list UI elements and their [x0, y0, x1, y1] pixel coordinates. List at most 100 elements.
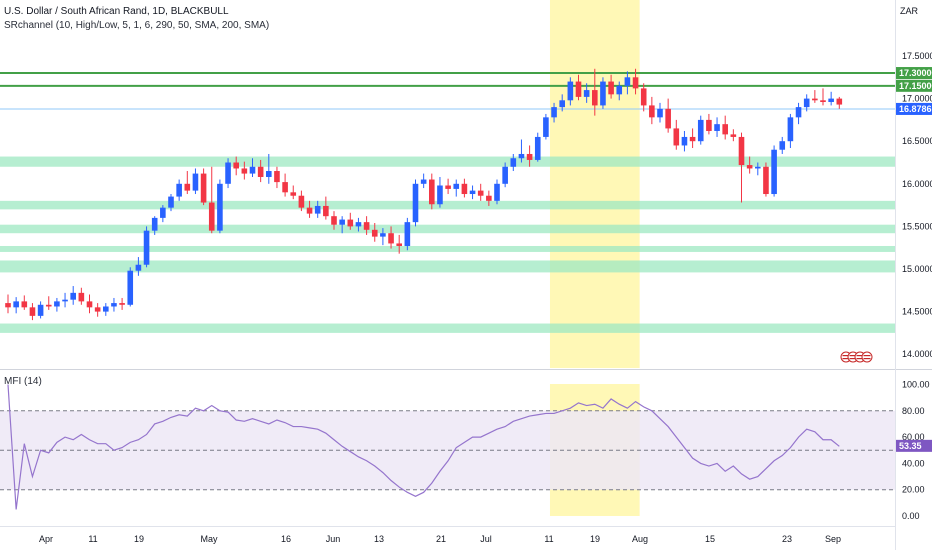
candle[interactable]: [592, 68, 598, 116]
candle[interactable]: [119, 297, 125, 310]
candle[interactable]: [249, 158, 256, 177]
candle[interactable]: [559, 94, 565, 112]
candle[interactable]: [13, 297, 19, 314]
candle[interactable]: [233, 156, 239, 176]
candle[interactable]: [755, 162, 761, 176]
candle[interactable]: [551, 102, 557, 123]
candle[interactable]: [706, 113, 712, 135]
candle[interactable]: [94, 303, 101, 317]
candle[interactable]: [420, 173, 427, 189]
candle[interactable]: [29, 303, 36, 321]
candle[interactable]: [649, 96, 655, 125]
candle[interactable]: [477, 183, 484, 201]
candle[interactable]: [111, 297, 117, 312]
candle[interactable]: [274, 166, 280, 189]
candle[interactable]: [795, 102, 802, 125]
candle[interactable]: [779, 136, 786, 154]
candle[interactable]: [771, 145, 777, 197]
candle[interactable]: [714, 117, 720, 137]
candle[interactable]: [127, 267, 134, 307]
candle[interactable]: [608, 74, 614, 99]
candle[interactable]: [730, 129, 737, 142]
candle[interactable]: [624, 71, 631, 95]
candle[interactable]: [445, 178, 451, 195]
candle[interactable]: [306, 200, 313, 218]
candle[interactable]: [746, 156, 753, 174]
candle[interactable]: [266, 153, 272, 184]
candle[interactable]: [526, 145, 533, 167]
candle[interactable]: [257, 159, 264, 183]
candle[interactable]: [575, 74, 582, 101]
candle[interactable]: [54, 297, 60, 312]
candle[interactable]: [640, 83, 647, 112]
candle[interactable]: [363, 216, 370, 235]
candle[interactable]: [534, 132, 541, 162]
candle[interactable]: [486, 190, 492, 206]
candle[interactable]: [812, 90, 818, 103]
candle[interactable]: [453, 179, 460, 197]
candle[interactable]: [722, 115, 728, 140]
candle[interactable]: [192, 168, 199, 195]
candle[interactable]: [657, 102, 663, 123]
candle[interactable]: [388, 226, 394, 249]
candle[interactable]: [437, 176, 443, 208]
candle[interactable]: [21, 295, 28, 310]
candle[interactable]: [314, 200, 321, 218]
candle[interactable]: [86, 294, 93, 314]
candle[interactable]: [143, 226, 150, 268]
candle[interactable]: [820, 88, 826, 106]
candle[interactable]: [803, 94, 810, 112]
candle[interactable]: [282, 173, 288, 197]
candle[interactable]: [681, 130, 688, 152]
candle[interactable]: [225, 158, 231, 189]
candle[interactable]: [200, 168, 207, 206]
candle[interactable]: [502, 162, 508, 188]
candle[interactable]: [168, 194, 174, 212]
candle[interactable]: [494, 179, 500, 205]
candle[interactable]: [567, 77, 574, 106]
candle[interactable]: [241, 161, 248, 180]
candle[interactable]: [632, 68, 639, 95]
candle[interactable]: [103, 303, 109, 316]
candle[interactable]: [323, 196, 329, 220]
candle[interactable]: [184, 171, 191, 195]
candle[interactable]: [543, 113, 549, 140]
candle[interactable]: [404, 217, 411, 251]
candle[interactable]: [673, 119, 680, 150]
candle[interactable]: [616, 81, 623, 101]
candle[interactable]: [510, 153, 517, 172]
candle[interactable]: [290, 185, 297, 200]
candle[interactable]: [412, 179, 419, 227]
candle[interactable]: [697, 115, 704, 145]
candle[interactable]: [217, 179, 223, 234]
candle[interactable]: [347, 212, 354, 230]
candle[interactable]: [738, 132, 745, 203]
candle[interactable]: [461, 178, 468, 198]
candle[interactable]: [298, 190, 305, 212]
candle[interactable]: [160, 205, 166, 223]
candle[interactable]: [828, 91, 834, 106]
candle[interactable]: [583, 83, 590, 103]
candle[interactable]: [78, 287, 85, 305]
candle[interactable]: [763, 162, 769, 197]
candle[interactable]: [37, 301, 44, 319]
candle[interactable]: [135, 257, 142, 276]
candle[interactable]: [469, 185, 476, 200]
candle[interactable]: [371, 222, 378, 242]
candle[interactable]: [689, 128, 696, 149]
candle[interactable]: [787, 113, 794, 149]
candle[interactable]: [380, 228, 386, 246]
candle[interactable]: [70, 286, 76, 305]
candle[interactable]: [176, 179, 182, 201]
candle[interactable]: [836, 96, 843, 109]
candle[interactable]: [5, 294, 11, 314]
candle[interactable]: [355, 217, 362, 232]
candle[interactable]: [45, 296, 52, 310]
candle[interactable]: [518, 139, 525, 163]
candle[interactable]: [429, 173, 435, 210]
candle[interactable]: [208, 166, 215, 234]
candle[interactable]: [151, 216, 158, 235]
candle[interactable]: [665, 98, 671, 133]
candle[interactable]: [396, 234, 402, 254]
